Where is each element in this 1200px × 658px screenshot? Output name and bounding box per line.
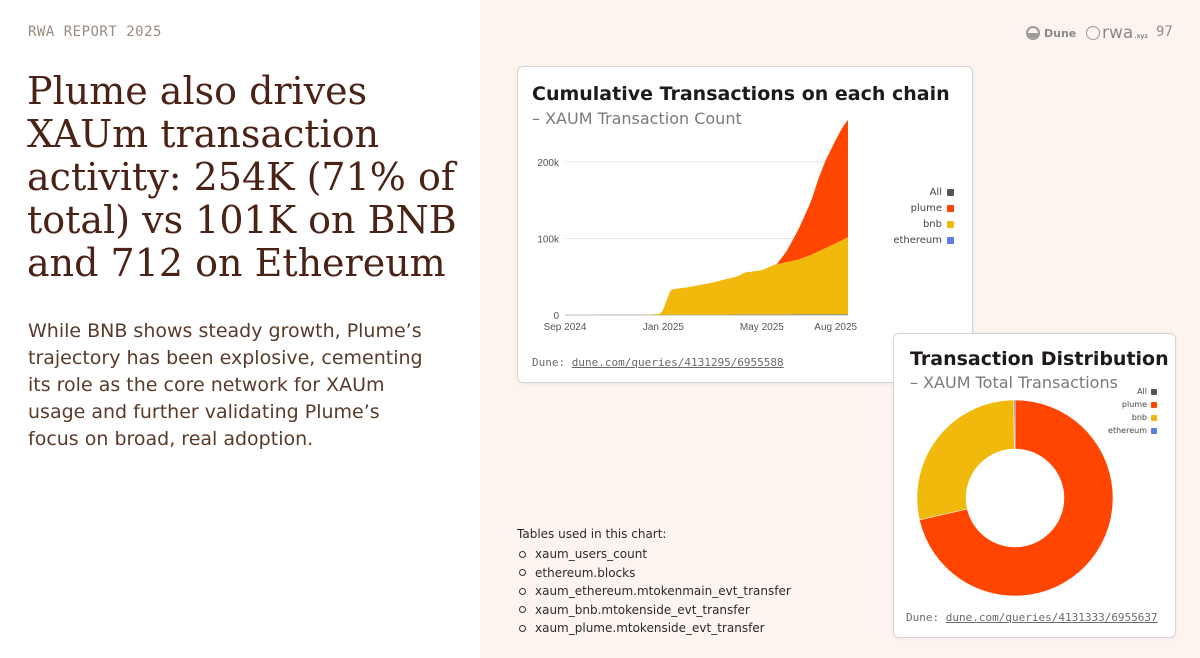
donut-chart: [916, 399, 1114, 597]
y-tick-label: 100k: [537, 234, 560, 245]
chart-subtitle: – XAUM Total Transactions: [910, 373, 1118, 392]
legend-label: All: [1137, 387, 1147, 396]
legend-label: bnb: [922, 218, 942, 230]
list-item: xaum_plume.mtokenside_evt_transfer: [517, 619, 791, 638]
body-line: trajectory has been explosive, cementing: [28, 347, 423, 369]
table-name: xaum_ethereum.mtokenmain_evt_transfer: [535, 584, 791, 599]
body-paragraph: While BNB shows steady growth, Plume’s t…: [28, 318, 428, 453]
tables-used: Tables used in this chart: xaum_users_co…: [517, 527, 791, 638]
cumulative-chart-card: Cumulative Transactions on each chain – …: [517, 66, 973, 383]
headline-line: total) vs 101K on BNB: [27, 198, 457, 242]
report-label: RWA REPORT 2025: [28, 24, 162, 40]
bullet-icon: [519, 550, 526, 558]
table-name: xaum_plume.mtokenside_evt_transfer: [535, 621, 765, 636]
source-link[interactable]: dune.com/queries/4131333/6955637: [945, 611, 1158, 624]
legend-item-ethereum[interactable]: ethereum: [893, 232, 954, 248]
body-line: focus on broad, real adoption.: [28, 428, 314, 450]
legend-label: plume: [1121, 400, 1147, 409]
page-title: Plume also drives XAUm transaction activ…: [27, 70, 467, 285]
legend-item-ethereum[interactable]: ethereum: [1108, 424, 1157, 437]
body-line: usage and further validating Plume’s: [28, 401, 380, 423]
body-line: its role as the core network for XAUm: [28, 374, 385, 396]
legend-item-all[interactable]: All: [1108, 385, 1157, 398]
dune-logo: Dune: [1026, 24, 1076, 42]
legend-label: ethereum: [1108, 426, 1147, 435]
legend-swatch: [1151, 401, 1157, 408]
legend-swatch: [1151, 388, 1157, 395]
legend-swatch: [1151, 427, 1157, 434]
legend-swatch: [947, 220, 954, 228]
area-chart: 0 100k 200k Sep 2024 Jan 2025 May 2025 Aug 202…: [537, 120, 858, 333]
chart-legend: All plume bnb ethereum: [893, 184, 954, 248]
x-tick-label: Aug 2025: [814, 322, 857, 333]
distribution-chart-card: Transaction Distribution – XAUM Total Tr…: [893, 333, 1176, 638]
left-panel: [0, 0, 480, 658]
list-item: xaum_users_count: [517, 545, 791, 564]
list-item: ethereum.blocks: [517, 564, 791, 583]
chart-legend: All plume bnb ethereum: [1108, 385, 1157, 437]
x-tick-label: May 2025: [740, 322, 784, 333]
tables-title: Tables used in this chart:: [517, 527, 667, 541]
rwa-logo-suffix: .xyz: [1134, 32, 1148, 40]
chart-title: Cumulative Transactions on each chain: [532, 83, 950, 105]
headline-line: XAUm transaction: [27, 112, 380, 156]
table-name: ethereum.blocks: [535, 565, 636, 580]
legend-label: plume: [910, 202, 942, 214]
bullet-icon: [519, 587, 526, 595]
chart-subtitle: – XAUM Transaction Count: [532, 109, 742, 128]
rwa-logo-text: rwa: [1102, 23, 1134, 43]
legend-item-plume[interactable]: plume: [893, 200, 954, 216]
y-tick-label: 0: [553, 311, 559, 322]
legend-item-all[interactable]: All: [893, 184, 954, 200]
globe-icon: [1086, 26, 1100, 40]
list-item: xaum_ethereum.mtokenmain_evt_transfer: [517, 582, 791, 601]
legend-label: ethereum: [893, 234, 942, 246]
tables-list: xaum_users_count ethereum.blocks xaum_et…: [517, 545, 791, 638]
bullet-icon: [519, 606, 526, 614]
list-item: xaum_bnb.mtokenside_evt_transfer: [517, 601, 791, 620]
donut-slice-bnb: [916, 399, 1015, 521]
chart-title: Transaction Distribution: [910, 348, 1169, 370]
donut-slice-ethereum: [1013, 399, 1016, 450]
table-name: xaum_users_count: [535, 547, 648, 562]
legend-swatch: [947, 236, 954, 244]
headline-line: and 712 on Ethereum: [27, 241, 446, 285]
dune-logo-text: Dune: [1044, 26, 1077, 40]
bullet-icon: [519, 569, 526, 577]
source-prefix: Dune:: [906, 611, 940, 624]
legend-item-bnb[interactable]: bnb: [1108, 411, 1157, 424]
area-series-ethereum: [565, 314, 848, 315]
x-tick-label: Sep 2024: [544, 322, 587, 333]
legend-swatch: [1151, 414, 1157, 421]
legend-item-plume[interactable]: plume: [1108, 398, 1157, 411]
legend-swatch: [947, 204, 954, 212]
legend-swatch: [947, 188, 954, 196]
body-line: While BNB shows steady growth, Plume’s: [28, 320, 422, 342]
bullet-icon: [519, 624, 526, 632]
legend-label: bnb: [1131, 413, 1147, 422]
area-series-bnb: [565, 237, 848, 315]
chart-source: Dune: dune.com/queries/4131295/6955588: [532, 356, 784, 369]
chart-source: Dune: dune.com/queries/4131333/6955637: [906, 611, 1158, 624]
source-prefix: Dune:: [532, 356, 566, 369]
table-name: xaum_bnb.mtokenside_evt_transfer: [535, 602, 750, 617]
headline-line: activity: 254K (71% of: [27, 155, 455, 199]
x-tick-label: Jan 2025: [643, 322, 685, 333]
donut-slice-plume: [919, 399, 1114, 597]
page-number: 97: [1156, 24, 1173, 40]
source-link[interactable]: dune.com/queries/4131295/6955588: [571, 356, 784, 369]
y-tick-label: 200k: [537, 158, 560, 169]
rwa-logo: rwa .xyz: [1086, 23, 1148, 43]
dune-logo-icon: [1026, 26, 1040, 40]
legend-label: All: [929, 186, 942, 198]
headline-line: Plume also drives: [27, 69, 368, 113]
legend-item-bnb[interactable]: bnb: [893, 216, 954, 232]
